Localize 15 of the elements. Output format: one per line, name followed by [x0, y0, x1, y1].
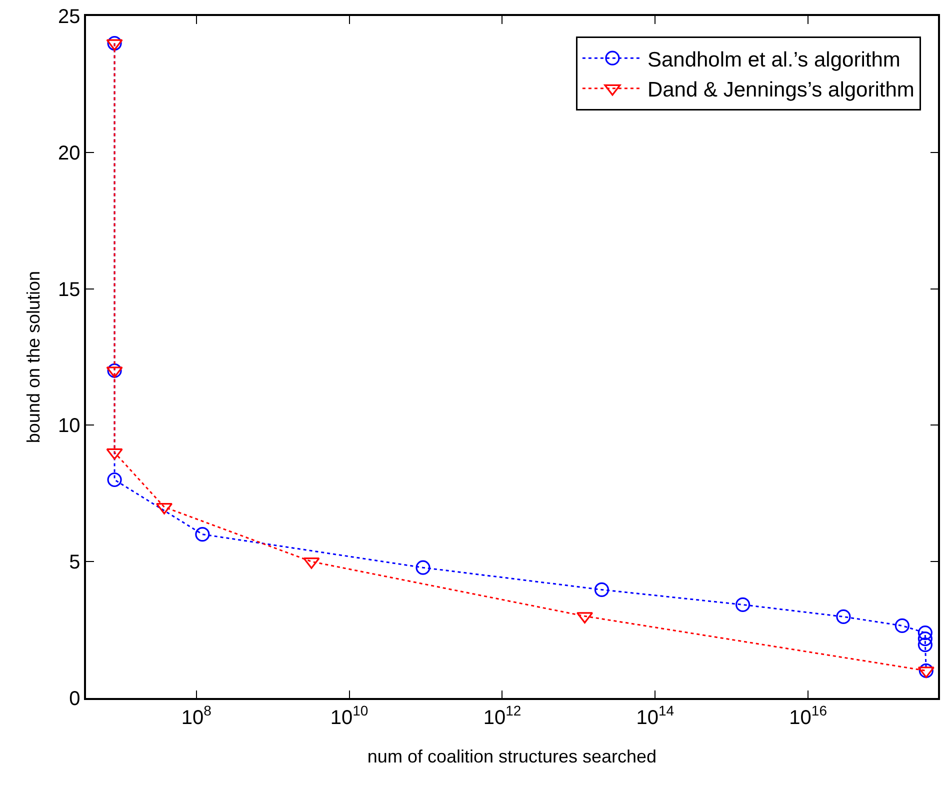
- y-tick-label: 25: [58, 6, 80, 28]
- y-tick-label: 0: [69, 688, 80, 710]
- y-tick-label: 10: [58, 415, 80, 438]
- x-tick-label: 10$^{10}$: [330, 702, 368, 729]
- y-tick-label: 15: [58, 278, 80, 301]
- y-axis-title: bound on the solution: [24, 270, 44, 444]
- legend-label: Sandholm et al.’s algorithm: [647, 48, 900, 72]
- x-tick-label: 10$^{8}$: [181, 702, 212, 729]
- x-axis-title: num of coalition structures searched: [367, 746, 657, 766]
- y-tick-label: 20: [58, 142, 80, 164]
- x-tick-label: 10$^{16}$: [789, 702, 828, 729]
- legend-label: Dand & Jennings’s algorithm: [647, 78, 914, 102]
- x-tick-label: 10$^{14}$: [636, 702, 674, 729]
- y-tick-label: 5: [69, 552, 80, 574]
- x-tick-label: 10$^{12}$: [483, 702, 522, 729]
